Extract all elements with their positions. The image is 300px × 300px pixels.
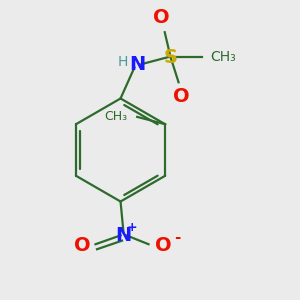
Text: S: S: [164, 48, 178, 67]
Text: CH₃: CH₃: [104, 110, 127, 123]
Text: N: N: [116, 226, 132, 245]
Text: -: -: [174, 230, 181, 245]
Text: O: O: [155, 236, 172, 255]
Text: O: O: [154, 8, 170, 27]
Text: O: O: [172, 88, 189, 106]
Text: N: N: [129, 55, 146, 74]
Text: CH₃: CH₃: [210, 50, 236, 64]
Text: H: H: [117, 55, 128, 69]
Text: O: O: [74, 236, 91, 255]
Text: +: +: [126, 220, 137, 234]
